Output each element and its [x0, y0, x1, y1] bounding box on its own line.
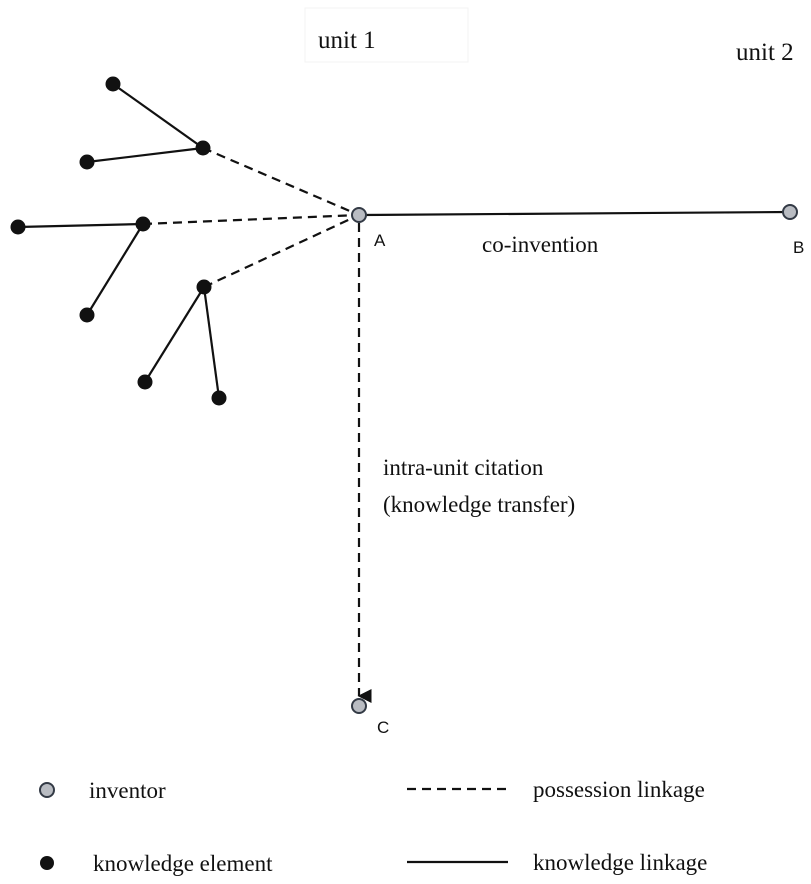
possession-link-k5-a	[142, 213, 360, 226]
legend-knowledge-element-icon	[40, 856, 54, 870]
co-invention-link-a-b	[358, 210, 791, 217]
knowledge-link-k1-k2	[112, 83, 204, 149]
unit-1-label-box	[304, 7, 469, 63]
inventor-a-label: A	[374, 231, 386, 250]
knowledge-element-node	[135, 216, 151, 232]
inventor-node-b	[782, 204, 798, 220]
knowledge-element-node	[105, 76, 121, 92]
inventor-b-label: B	[793, 238, 804, 257]
knowledge-element-node	[79, 154, 95, 170]
unit-2-label: unit 2	[736, 39, 794, 66]
legend-possession-linkage-label: possession linkage	[533, 777, 705, 802]
knowledge-element-node	[137, 374, 153, 390]
inventor-node-c	[351, 698, 367, 714]
knowledge-element-node	[211, 390, 227, 406]
unit-1-label: unit 1	[318, 27, 376, 54]
legend: inventor knowledge element possession li…	[39, 777, 707, 876]
possession-link-k7-a	[203, 214, 360, 288]
co-invention-label: co-invention	[482, 232, 599, 257]
inventor-node-a	[351, 207, 367, 223]
knowledge-element-node	[79, 307, 95, 323]
inventor-c-label: C	[377, 718, 389, 737]
legend-inventor-icon	[39, 782, 55, 798]
possession-link-k2-a	[202, 146, 360, 217]
knowledge-element-node	[196, 279, 212, 295]
knowledge-link-k7-k9	[202, 286, 221, 399]
knowledge-link-k3-k2	[86, 146, 204, 164]
knowledge-element-node	[195, 140, 211, 156]
knowledge-link-k5-k6	[86, 223, 144, 316]
knowledge-element-node	[10, 219, 26, 235]
citation-label-line1: intra-unit citation	[383, 455, 544, 480]
legend-knowledge-element-label: knowledge element	[93, 851, 273, 876]
citation-label-line2: (knowledge transfer)	[383, 492, 575, 517]
knowledge-link-k4-k5	[17, 222, 144, 229]
legend-inventor-label: inventor	[89, 778, 166, 803]
legend-knowledge-linkage-label: knowledge linkage	[533, 850, 707, 875]
knowledge-link-k7-k8	[144, 286, 205, 383]
